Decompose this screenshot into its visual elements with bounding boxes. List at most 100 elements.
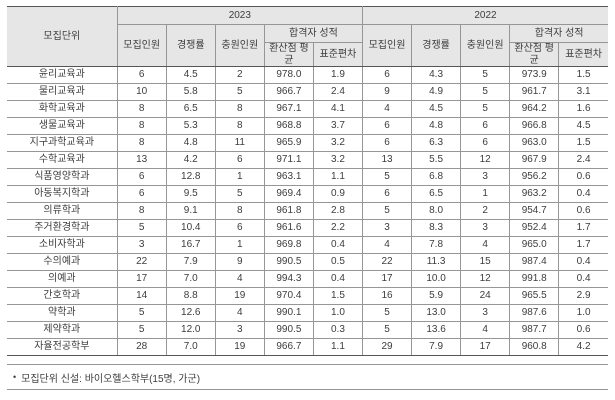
cell-ratio-2023: 12.8 [165,168,216,186]
cell-fill-2023: 8 [214,100,265,118]
row-label: 생물교육과 [7,117,118,135]
cell-recruit-2023: 14 [116,287,167,305]
cell-avg-2023: 990.5 [263,321,314,339]
cell-avg-2022: 991.8 [509,270,560,288]
cell-avg-2022: 973.9 [509,66,560,84]
cell-fill-2023: 5 [214,185,265,203]
table-row: 자율전공학부 28 7.0 19 966.7 1.1 29 7.9 17 960… [7,338,608,356]
cell-recruit-2023: 8 [116,134,167,152]
cell-std-2023: 0.5 [312,253,363,271]
cell-avg-2022: 954.7 [509,202,560,220]
table-row: 화학교육과 8 6.5 8 967.1 4.1 4 4.5 5 964.2 1.… [7,100,608,118]
footnote-text: 모집단위 신설: 바이오헬스학부(15명, 가군) [21,373,201,385]
cell-ratio-2023: 9.5 [165,185,216,203]
cell-fill-2022: 5 [460,100,511,118]
cell-avg-2023: 990.5 [263,253,314,271]
header-row-years: 모집단위 2023 2022 [7,6,608,67]
table-row: 제약학과 5 12.0 3 990.5 0.3 5 13.6 4 987.7 0… [7,321,608,339]
col-header-score-group-2023: 합격자 성적 [263,24,363,43]
cell-fill-2022: 5 [460,66,511,84]
cell-std-2023: 0.3 [312,321,363,339]
report-page: 모집단위 2023 2022 모집인원 경쟁률 충원인원 합격자 성적 모집인원… [7,6,608,390]
cell-ratio-2022: 10.0 [411,270,462,288]
row-label: 주거환경학과 [7,219,118,237]
table-row: 지구과학교육과 8 4.8 11 965.9 3.2 6 6.3 6 963.0… [7,134,608,152]
row-label: 소비자학과 [7,236,118,254]
table-row: 식품영양학과 6 12.8 1 963.1 1.1 5 6.8 3 956.2 … [7,168,608,186]
cell-ratio-2023: 7.9 [165,253,216,271]
cell-avg-2023: 994.3 [263,270,314,288]
cell-avg-2023: 968.8 [263,117,314,135]
row-label: 지구과학교육과 [7,134,118,152]
cell-ratio-2023: 12.6 [165,304,216,322]
cell-ratio-2022: 4.9 [411,83,462,101]
cell-fill-2023: 8 [214,202,265,220]
cell-fill-2022: 3 [460,219,511,237]
cell-avg-2022: 960.8 [509,338,560,356]
table-row: 의예과 17 7.0 4 994.3 0.4 17 10.0 12 991.8 … [7,270,608,288]
header-row-groups: 모집인원 경쟁률 충원인원 합격자 성적 모집인원 경쟁률 충원인원 합격자 성… [7,24,608,67]
table-body: 윤리교육과 6 4.5 2 978.0 1.9 6 4.3 5 973.9 1.… [7,66,608,356]
cell-fill-2023: 4 [214,270,265,288]
cell-std-2022: 0.4 [558,253,608,271]
cell-recruit-2022: 4 [361,236,413,254]
cell-ratio-2023: 4.2 [165,151,216,169]
cell-avg-2022: 952.4 [509,219,560,237]
cell-ratio-2023: 16.7 [165,236,216,254]
col-header-score-group-2022: 합격자 성적 [509,24,608,43]
cell-std-2023: 1.0 [312,304,363,322]
cell-recruit-2022: 17 [361,270,413,288]
year-header-2022: 2022 [361,6,608,25]
table-row: 수학교육과 13 4.2 6 971.1 3.2 13 5.5 12 967.9… [7,151,608,169]
cell-std-2023: 1.1 [312,338,363,356]
cell-avg-2023: 966.7 [263,83,314,101]
cell-std-2022: 1.0 [558,304,608,322]
cell-recruit-2022: 6 [361,134,413,152]
cell-recruit-2023: 6 [116,185,167,203]
cell-avg-2022: 965.0 [509,236,560,254]
cell-recruit-2023: 8 [116,100,167,118]
cell-avg-2023: 961.6 [263,219,314,237]
cell-std-2022: 1.7 [558,219,608,237]
row-label: 수학교육과 [7,151,118,169]
cell-avg-2022: 967.9 [509,151,560,169]
cell-avg-2023: 963.1 [263,168,314,186]
cell-ratio-2022: 6.3 [411,134,462,152]
cell-recruit-2023: 3 [116,236,167,254]
row-label: 물리교육과 [7,83,118,101]
row-label: 약학과 [7,304,118,322]
cell-ratio-2023: 7.0 [165,270,216,288]
cell-avg-2023: 978.0 [263,66,314,84]
cell-avg-2022: 963.2 [509,185,560,203]
cell-avg-2023: 969.4 [263,185,314,203]
col-header-fill-2023: 충원인원 [214,24,265,67]
col-header-ratio-2022: 경쟁률 [411,24,462,67]
cell-recruit-2022: 22 [361,253,413,271]
cell-ratio-2022: 7.8 [411,236,462,254]
table-row: 의류학과 8 9.1 8 961.8 2.8 5 8.0 2 954.7 0.6 [7,202,608,220]
cell-std-2022: 0.6 [558,168,608,186]
cell-recruit-2022: 3 [361,219,413,237]
cell-fill-2022: 15 [460,253,511,271]
cell-recruit-2022: 9 [361,83,413,101]
cell-fill-2022: 5 [460,83,511,101]
cell-ratio-2022: 5.5 [411,151,462,169]
cell-recruit-2023: 6 [116,168,167,186]
cell-recruit-2023: 17 [116,270,167,288]
cell-std-2023: 0.4 [312,270,363,288]
cell-ratio-2023: 4.5 [165,66,216,84]
cell-recruit-2022: 5 [361,202,413,220]
cell-fill-2023: 19 [214,287,265,305]
cell-fill-2023: 6 [214,151,265,169]
cell-std-2022: 3.1 [558,83,608,101]
table-row: 소비자학과 3 16.7 1 969.8 0.4 4 7.8 4 965.0 1… [7,236,608,254]
cell-std-2022: 1.7 [558,236,608,254]
cell-ratio-2023: 6.5 [165,100,216,118]
cell-recruit-2023: 10 [116,83,167,101]
table-row: 아동복지학과 6 9.5 5 969.4 0.9 6 6.5 1 963.2 0… [7,185,608,203]
cell-std-2022: 2.9 [558,287,608,305]
cell-avg-2022: 987.7 [509,321,560,339]
cell-ratio-2023: 10.4 [165,219,216,237]
cell-recruit-2023: 5 [116,219,167,237]
cell-ratio-2023: 5.3 [165,117,216,135]
